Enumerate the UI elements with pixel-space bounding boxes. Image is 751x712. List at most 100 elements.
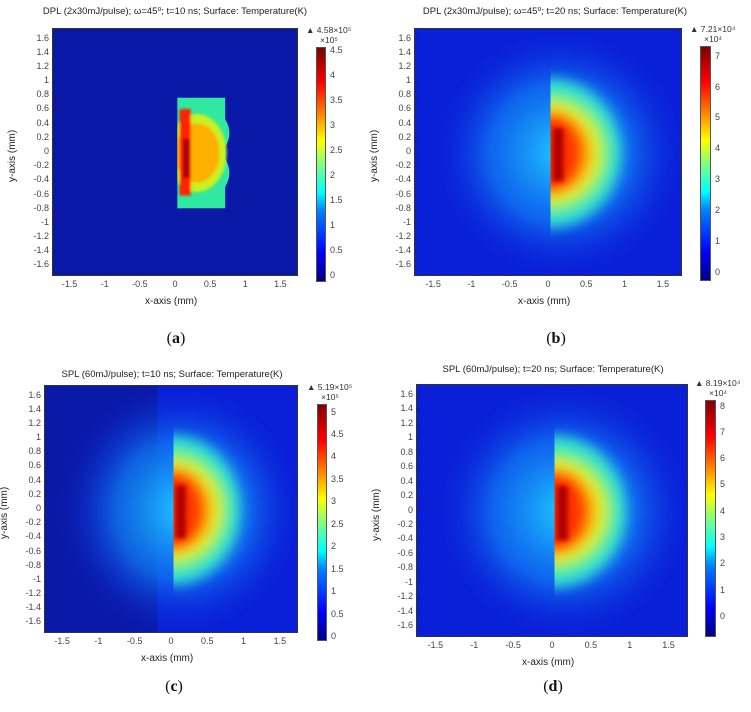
- colorbar-tick-label: 3: [330, 120, 336, 131]
- y-tick-label: -0.2: [397, 518, 413, 529]
- colorbar-max-label: ▲ 5.19×10⁵: [307, 382, 353, 392]
- x-tick-label: 0.5: [580, 279, 593, 289]
- colorbar-tick-label: 3: [720, 532, 726, 543]
- colorbar-tick-label: 5: [331, 406, 337, 417]
- x-tick-label: -1: [94, 636, 103, 646]
- plot-title: DPL (2x30mJ/pulse); ω=45⁰; t=10 ns; Surf…: [42, 6, 308, 17]
- y-tick-label: -1.6: [25, 616, 41, 627]
- colorbar-tick-label: 1.5: [331, 563, 344, 574]
- colorbar-tick-label: 2.5: [331, 518, 344, 529]
- x-tick-label: -0.5: [505, 640, 521, 650]
- panel-letter: c: [170, 678, 178, 695]
- x-axis-label: x-axis (mm): [145, 296, 198, 307]
- y-tick-label: -0.8: [397, 562, 413, 573]
- colorbar-tick-label: 2: [330, 170, 336, 181]
- colorbar-tick-label: 3.5: [330, 95, 343, 106]
- y-tick-label: 1.2: [36, 60, 49, 71]
- colorbar-tick-label: 2.5: [330, 145, 343, 156]
- y-axis-label: y-axis (mm): [7, 129, 18, 182]
- plot-title: SPL (60mJ/pulse); t=20 ns; Surface: Temp…: [442, 364, 664, 375]
- x-tick-label: -1.5: [427, 640, 444, 650]
- colorbar-tick-label: 0.5: [331, 608, 344, 619]
- colorbar-tick-label: 4: [715, 143, 721, 154]
- y-tick-label: -0.2: [25, 517, 41, 528]
- plot-title: SPL (60mJ/pulse); t=10 ns; Surface: Temp…: [61, 369, 283, 380]
- x-tick-label: 1.5: [656, 279, 670, 289]
- x-tick-label: 0.5: [203, 279, 217, 289]
- colorbar-tick-label: 1: [330, 220, 336, 231]
- y-tick-label: -0.8: [395, 202, 411, 213]
- y-tick-label: 0: [405, 146, 411, 156]
- colorbar-tick-label: 2: [715, 204, 721, 215]
- y-tick-label: 0.2: [400, 490, 413, 501]
- y-tick-label: 1.2: [398, 60, 411, 71]
- panel-label: (b): [546, 330, 566, 347]
- y-tick-label: -1.2: [25, 588, 41, 599]
- y-tick-label: -1: [404, 576, 413, 587]
- x-tick-label: -1: [467, 279, 476, 289]
- y-tick-label: 0.2: [36, 131, 49, 142]
- y-tick-label: 1: [43, 75, 49, 86]
- colorbar-tick-label: 0: [331, 630, 337, 641]
- x-tick-label: -1.5: [425, 279, 441, 289]
- y-tick-label: 0.4: [398, 117, 411, 128]
- x-tick-label: 1.5: [274, 279, 287, 289]
- plot-title: DPL (2x30mJ/pulse); ω=45⁰; t=20 ns; Surf…: [422, 6, 688, 17]
- x-axis-label: x-axis (mm): [518, 296, 571, 307]
- colorbar-tick-label: 1: [715, 235, 721, 246]
- y-tick-label: -1.6: [397, 620, 413, 631]
- x-axis-label: x-axis (mm): [141, 653, 194, 664]
- colorbar-tick-label: 3.5: [331, 473, 344, 484]
- y-tick-label: -1.4: [33, 245, 49, 256]
- y-tick-label: 0.6: [28, 460, 41, 471]
- y-tick-label: -0.6: [25, 545, 41, 556]
- y-tick-label: -1.4: [395, 245, 411, 256]
- y-tick-label: 0: [35, 503, 41, 513]
- x-tick-label: -1.5: [54, 636, 70, 646]
- heatmap-plot-area: [416, 384, 688, 637]
- x-tick-label: -1: [470, 640, 479, 650]
- y-tick-label: -0.6: [33, 188, 49, 199]
- y-tick-label: 0.8: [28, 446, 41, 457]
- colorbar-tick-label: 4.5: [330, 45, 343, 55]
- y-tick-label: 1: [405, 75, 411, 86]
- panel-label: (d): [543, 678, 563, 695]
- y-tick-label: -0.4: [395, 174, 411, 185]
- heat-zone-peak: [552, 128, 564, 182]
- x-tick-label: 0.5: [584, 640, 598, 650]
- x-tick-label: -0.5: [126, 636, 143, 646]
- colorbar-tick-label: 4: [330, 70, 336, 81]
- colorbar: [700, 46, 711, 281]
- x-tick-label: -1: [100, 279, 109, 289]
- x-tick-label: -0.5: [132, 279, 148, 289]
- panel-letter: b: [551, 330, 561, 347]
- y-tick-label: 0.6: [36, 103, 49, 114]
- y-tick-label: 0.4: [28, 474, 41, 485]
- heat-zone-peak: [175, 485, 186, 539]
- x-tick-label: 1: [627, 640, 633, 650]
- x-tick-label: 0: [172, 279, 178, 289]
- x-tick-label: 0: [549, 640, 555, 650]
- y-tick-label: -1.4: [397, 605, 413, 616]
- colorbar-multiplier: ×10⁵: [321, 392, 339, 402]
- colorbar-tick-label: 1: [331, 586, 337, 597]
- colorbar-tick-label: 6: [715, 81, 721, 92]
- y-axis-label: y-axis (mm): [371, 488, 382, 541]
- panel-label: (c): [165, 678, 183, 695]
- y-tick-label: 1: [35, 432, 41, 443]
- y-tick-label: -1.2: [397, 591, 413, 602]
- y-axis-label: y-axis (mm): [0, 486, 10, 539]
- colorbar-tick-label: 8: [720, 400, 726, 411]
- y-tick-label: -0.8: [25, 559, 41, 570]
- heat-zone-peak: [556, 486, 568, 541]
- y-tick-label: -0.4: [25, 531, 41, 542]
- colorbar-tick-label: 0: [720, 611, 726, 621]
- y-tick-label: -0.4: [33, 174, 49, 185]
- colorbar: [317, 404, 327, 641]
- colorbar-tick-label: 0: [715, 266, 721, 277]
- y-tick-label: 0.2: [28, 488, 41, 499]
- y-tick-label: 1: [407, 432, 413, 443]
- colorbar-tick-label: 1: [720, 584, 726, 595]
- heatmap-background: [53, 29, 297, 275]
- heat-region: [550, 78, 622, 228]
